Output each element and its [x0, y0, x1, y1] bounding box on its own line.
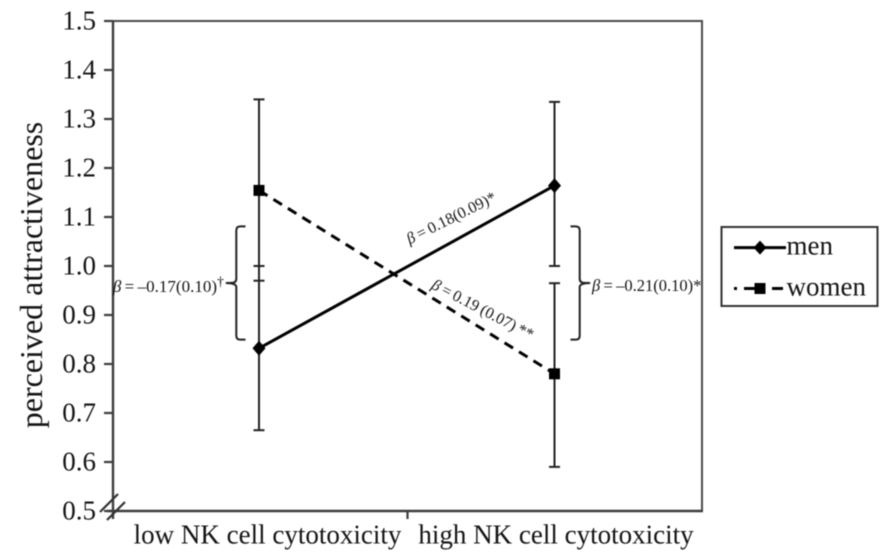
svg-text:1.1: 1.1	[62, 202, 96, 232]
svg-text:women: women	[787, 272, 867, 302]
svg-text:1.3: 1.3	[62, 104, 96, 134]
svg-text:0.6: 0.6	[62, 447, 96, 477]
svg-text:1.0: 1.0	[62, 251, 96, 281]
svg-text:1.5: 1.5	[62, 6, 96, 36]
svg-text:0.7: 0.7	[62, 398, 96, 428]
svg-text:0.8: 0.8	[62, 349, 96, 379]
svg-text:low NK cell cytotoxicity: low NK cell cytotoxicity	[134, 520, 402, 550]
svg-text:high NK cell cytotoxicity: high NK cell cytotoxicity	[418, 520, 694, 550]
svg-text:0.5: 0.5	[62, 496, 96, 526]
svg-text:1.4: 1.4	[62, 55, 96, 85]
svg-text:1.2: 1.2	[62, 153, 96, 183]
svg-text:β = –0.21(0.10)*: β = –0.21(0.10)*	[591, 276, 701, 295]
svg-text:men: men	[787, 231, 834, 261]
svg-text:perceived attractiveness: perceived attractiveness	[13, 122, 49, 429]
svg-text:β = –0.17(0.10)†: β = –0.17(0.10)†	[112, 275, 224, 296]
svg-text:0.9: 0.9	[62, 300, 96, 330]
